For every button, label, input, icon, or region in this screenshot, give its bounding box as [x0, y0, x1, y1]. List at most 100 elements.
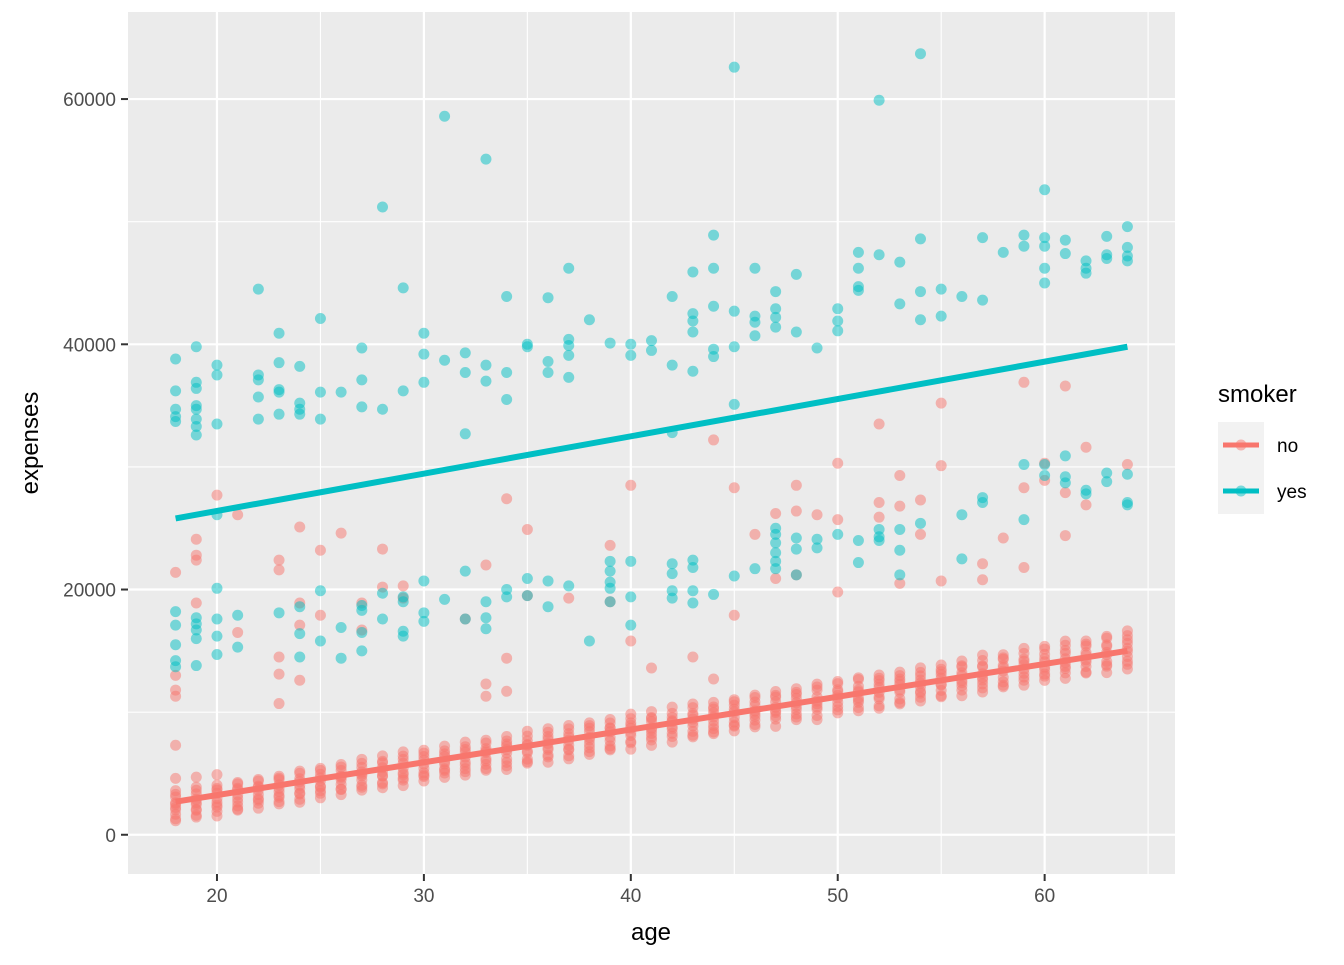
data-point-yes [770, 528, 782, 540]
data-point-yes [625, 619, 637, 631]
data-point-yes [997, 246, 1009, 258]
data-point-no [1121, 625, 1133, 637]
data-point-yes [687, 597, 699, 609]
data-point-yes [790, 569, 802, 581]
data-point-yes [956, 553, 968, 565]
data-point-no [190, 781, 202, 793]
data-point-yes [397, 282, 409, 294]
data-point-yes [1039, 240, 1051, 252]
data-point-yes [1101, 230, 1113, 242]
data-point-no [977, 558, 989, 570]
data-point-no [211, 489, 223, 501]
data-point-yes [501, 366, 513, 378]
data-point-yes [397, 385, 409, 397]
data-point-yes [625, 349, 637, 361]
data-point-no [273, 668, 285, 680]
data-point-yes [790, 268, 802, 280]
data-point-no [708, 673, 720, 685]
data-point-yes [356, 645, 368, 657]
data-point-yes [563, 580, 575, 592]
data-point-yes [852, 284, 864, 296]
data-point-yes [377, 403, 389, 415]
data-point-no [770, 685, 782, 697]
data-point-yes [542, 355, 554, 367]
data-point-yes [1059, 248, 1071, 260]
data-point-yes [190, 429, 202, 441]
data-point-yes [770, 547, 782, 559]
data-point-yes [459, 366, 471, 378]
data-point-yes [1059, 234, 1071, 246]
data-point-no [811, 678, 823, 690]
data-point-no [728, 609, 740, 621]
data-point-yes [708, 229, 720, 241]
data-point-yes [459, 347, 471, 359]
data-point-no [232, 509, 244, 521]
data-point-yes [790, 532, 802, 544]
data-point-yes [418, 327, 430, 339]
data-point-yes [335, 386, 347, 398]
data-point-yes [521, 341, 533, 353]
data-point-no [708, 434, 720, 446]
data-point-no [604, 714, 616, 726]
data-point-yes [335, 652, 347, 664]
legend-key-yes-point [1235, 485, 1247, 497]
data-point-yes [170, 606, 182, 618]
data-point-yes [563, 349, 575, 361]
data-point-yes [873, 534, 885, 546]
data-point-no [1059, 635, 1071, 647]
data-point-yes [542, 575, 554, 587]
data-point-yes [832, 315, 844, 327]
data-point-no [914, 528, 926, 540]
data-point-yes [728, 398, 740, 410]
data-point-no [728, 694, 740, 706]
data-point-yes [252, 283, 264, 295]
data-point-no [335, 527, 347, 539]
legend-title: smoker [1218, 381, 1297, 408]
data-point-yes [894, 523, 906, 535]
data-point-no [832, 675, 844, 687]
data-point-yes [439, 593, 451, 605]
data-point-yes [914, 314, 926, 326]
data-point-yes [687, 585, 699, 597]
data-point-no [377, 543, 389, 555]
data-point-yes [646, 335, 657, 347]
data-point-no [1101, 630, 1113, 642]
data-point-yes [977, 294, 989, 306]
data-point-yes [1018, 229, 1030, 241]
data-point-no [832, 586, 844, 598]
data-point-no [873, 418, 885, 430]
data-point-no [521, 725, 533, 737]
data-point-yes [356, 626, 368, 638]
data-point-yes [914, 286, 926, 298]
data-point-yes [377, 201, 389, 213]
data-point-no [294, 619, 306, 631]
data-point-no [314, 544, 326, 556]
data-point-yes [666, 359, 678, 371]
data-point-yes [625, 338, 637, 350]
data-point-yes [604, 565, 616, 577]
data-point-no [563, 592, 575, 604]
data-point-no [1059, 530, 1071, 542]
data-point-yes [501, 393, 513, 405]
data-point-no [314, 762, 326, 774]
data-point-yes [770, 286, 782, 298]
data-point-yes [294, 651, 306, 663]
data-point-yes [749, 330, 761, 342]
data-point-yes [852, 262, 864, 274]
data-point-no [646, 706, 657, 718]
data-point-no [170, 785, 182, 797]
data-point-no [914, 662, 926, 674]
data-point-yes [377, 587, 389, 599]
data-point-yes [770, 537, 782, 549]
data-point-yes [1121, 241, 1133, 253]
data-point-no [1018, 561, 1030, 573]
data-point-yes [439, 110, 451, 122]
data-point-yes [749, 563, 761, 575]
data-point-yes [480, 596, 492, 608]
data-point-no [1059, 487, 1071, 499]
data-point-yes [232, 641, 244, 653]
data-point-no [935, 397, 947, 409]
data-point-no [956, 655, 968, 667]
data-point-no [501, 493, 513, 505]
y-axis-title: expenses [17, 392, 44, 495]
